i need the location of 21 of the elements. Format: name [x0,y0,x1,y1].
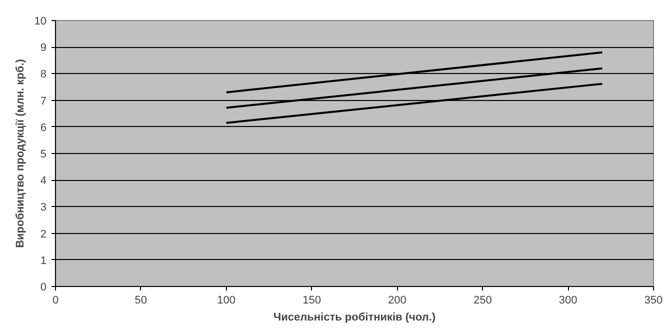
y-axis-title: Виробництво продукції (млн. крб.) [14,58,26,248]
y-tick-label: 4 [40,175,47,188]
y-tick-label: 7 [40,95,47,108]
x-tick-label: 200 [388,294,406,306]
x-axis-title: Чисельність робітників (чол.) [273,312,436,324]
y-tick-label: 8 [40,68,47,81]
y-tick-label: 10 [34,16,47,28]
y-tick-label: 1 [40,254,47,267]
y-tick-label: 6 [40,122,47,134]
x-tick-label: 50 [134,294,148,306]
x-tick-label: 150 [302,294,321,306]
y-tick-label: 9 [40,42,47,54]
x-tick-label: 300 [558,294,578,306]
y-tick-label: 2 [40,228,47,240]
y-tick-label: 5 [40,148,47,160]
x-tick-label: 250 [473,294,492,306]
y-tick-label: 0 [40,282,47,294]
y-tick-label: 3 [40,202,47,214]
x-tick-label: 350 [644,294,663,306]
x-tick-label: 100 [217,294,236,306]
x-tick-label: 0 [52,294,59,306]
